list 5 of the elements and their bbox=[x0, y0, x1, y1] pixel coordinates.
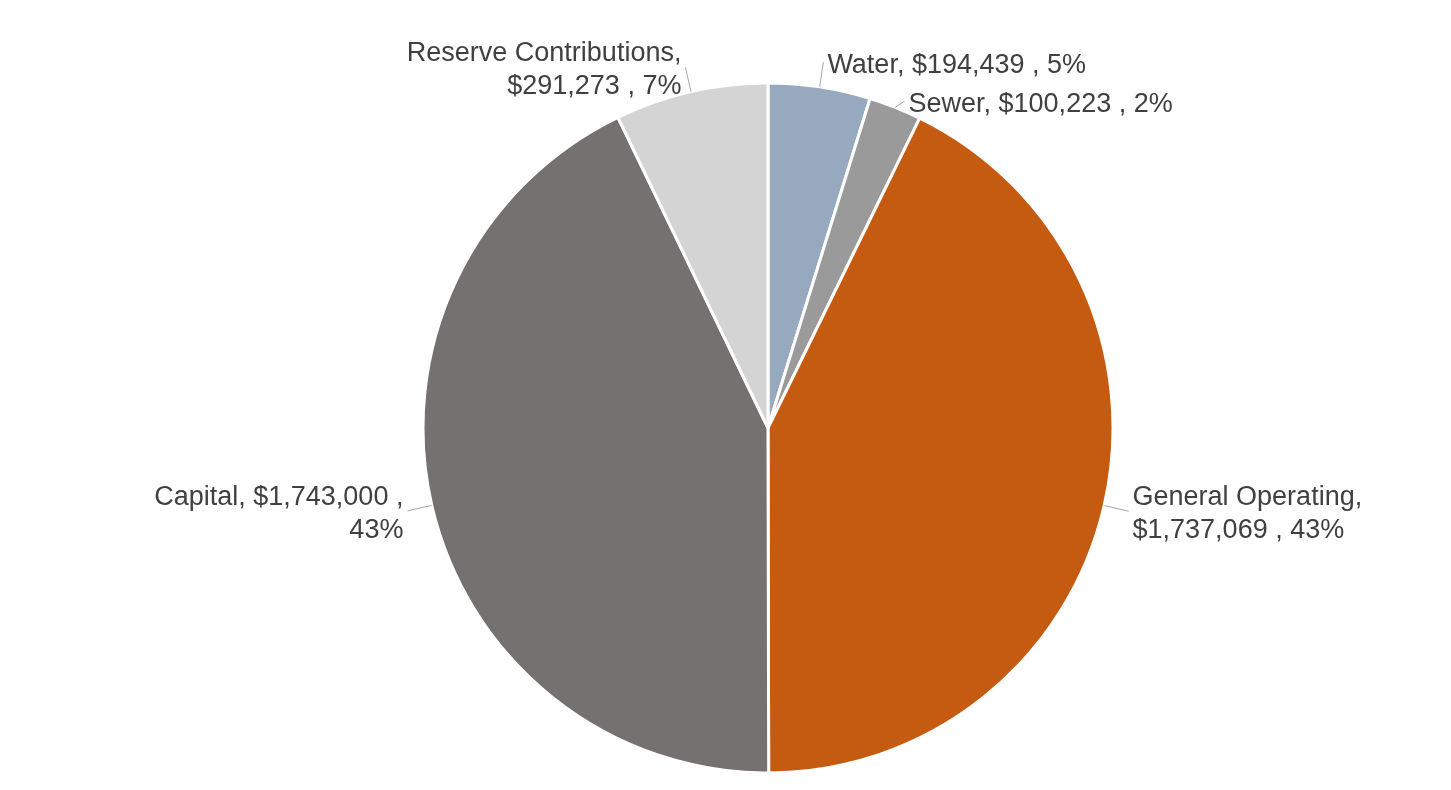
slice-label: Water, $194,439 , 5% bbox=[827, 48, 1087, 79]
slice-label: General Operating, $1,737,069 , 43% bbox=[1132, 481, 1363, 545]
slice-label: Reserve Contributions, $291,273 , 7% bbox=[406, 37, 682, 101]
slice-label: Sewer, $100,223 , 2% bbox=[908, 87, 1173, 118]
slice-label: Capital, $1,743,000 , 43% bbox=[154, 480, 404, 544]
